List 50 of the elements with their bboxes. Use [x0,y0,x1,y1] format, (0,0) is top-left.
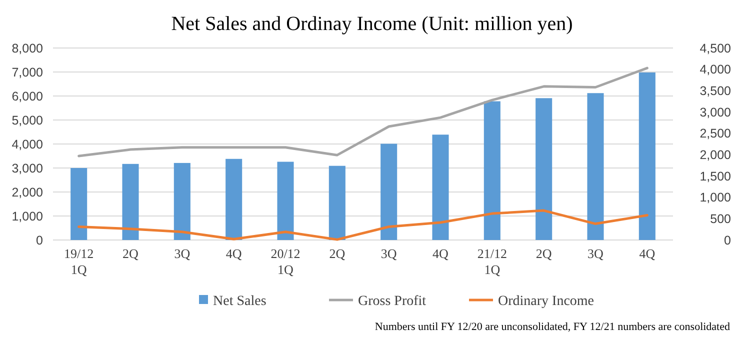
legend-label: Gross Profit [358,294,426,309]
x-tick-label: 2Q [122,246,140,261]
bar [277,162,294,240]
y2-tick-label: 1,500 [700,169,732,184]
bar [328,166,346,240]
y-tick-label: 4,000 [12,137,44,152]
legend-label: Net Sales [213,294,266,309]
y2-tick-label: 4,500 [700,41,732,56]
bar [226,158,242,240]
y2-tick-label: 4,000 [700,62,732,77]
x-tick-label: 20/12 1Q [270,246,300,277]
y2-tick-label: 2,000 [700,148,732,162]
bar [484,101,500,240]
x-tick-label: 4Q [226,246,242,261]
x-tick-label: 3Q [380,246,398,261]
bar [536,98,552,240]
bar [174,162,190,240]
y-tick-label: 8,000 [12,41,44,56]
x-tick-label: 3Q [174,246,191,261]
y2-tick-label: 3,000 [700,105,732,120]
y2-tick-label: 1,000 [700,190,732,205]
bar [70,168,88,240]
chart-title: Net Sales and Ordinay Income (Unit: million yen) [171,13,573,35]
y-tick-label: 1,000 [12,209,44,224]
y-tick-label: 2,000 [12,185,44,200]
y2-tick-label: 0 [724,233,732,248]
y-tick-label: 7,000 [12,65,44,80]
bar [587,93,604,240]
x-tick-label: 3Q [588,246,604,261]
bar [380,144,398,240]
text: Numbers until FY 12/20 are unconsolidated, FY 12/21 numbers are consolidated [374,321,730,333]
y-tick-label: 5,000 [12,113,44,128]
y-tick-label: 0 [36,233,44,248]
x-tick-label: 2Q [329,246,346,261]
x-tick-label: 4Q [639,246,656,261]
line-series [78,66,648,158]
x-tick-label: 2Q [536,246,552,261]
y-tick-label: 3,000 [12,161,44,176]
x-tick-label: 4Q [432,246,450,261]
y2-tick-label: 500 [710,212,732,226]
x-tick-label: 21/12 1Q [477,246,507,277]
y-tick-label: 6,000 [12,89,44,104]
bar [432,134,449,240]
bar [122,164,139,240]
legend-label: Ordinary Income [498,294,594,309]
y2-tick-label: 3,500 [700,84,732,98]
x-tick-label: 19/12 1Q [64,246,94,277]
line-series [78,209,648,241]
y2-tick-label: 2,500 [700,126,732,141]
bar [638,72,656,240]
